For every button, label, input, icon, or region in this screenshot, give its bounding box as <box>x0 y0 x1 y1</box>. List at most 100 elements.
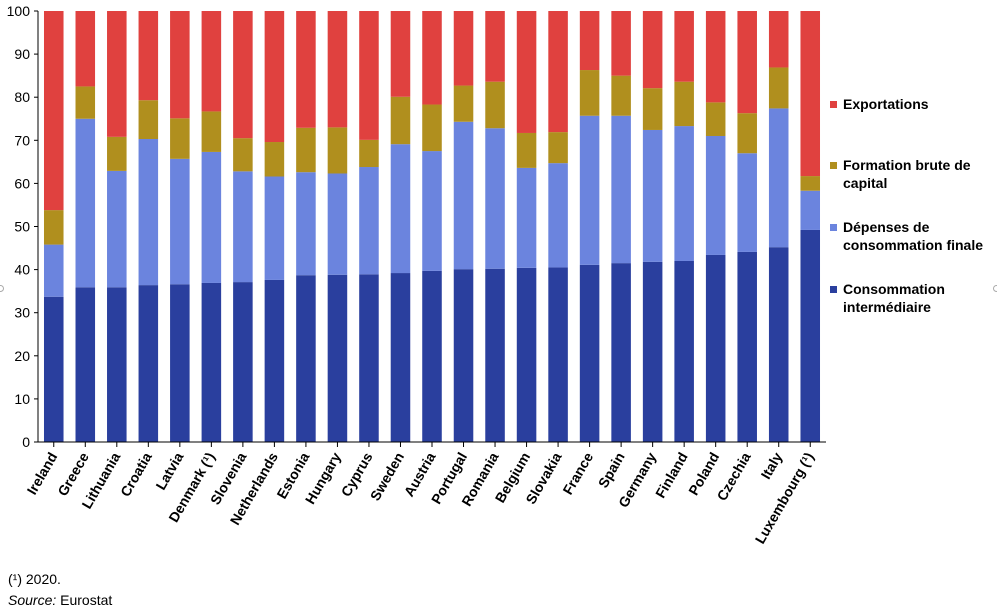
bar-group-netherlands <box>264 11 285 442</box>
bar-segment-consommation-intermediaire <box>296 275 316 442</box>
bar-segment-formation-brute-de-capital <box>296 127 316 173</box>
bar-group-slovakia <box>548 11 568 442</box>
bar-group-croatia <box>138 11 159 442</box>
bar-segment-exportations <box>138 11 159 101</box>
legend-item-formation-brute-de-capital: Formation brute de capital <box>830 156 993 192</box>
y-tick-label: 70 <box>14 132 30 148</box>
bars <box>43 11 821 442</box>
x-tick-label: Luxembourg (¹) <box>752 450 817 547</box>
bar-segment-formation-brute-de-capital <box>579 70 600 116</box>
bar-group-romania <box>485 11 505 442</box>
x-axis: IrelandGreeceLithuaniaCroatiaLatviaDenma… <box>24 441 826 547</box>
x-tick-label: Spain <box>595 450 628 491</box>
bar-segment-depenses-de-consommation-finale <box>768 108 789 248</box>
bar-segment-depenses-de-consommation-finale <box>390 144 411 274</box>
bar-segment-consommation-intermediaire <box>516 267 537 442</box>
bar-group-lithuania <box>107 11 127 442</box>
legend-item-exportations: Exportations <box>830 95 993 113</box>
y-tick-label: 90 <box>14 46 30 62</box>
bar-segment-exportations <box>737 11 757 114</box>
y-axis: 0 10 20 30 40 50 60 70 80 90 100 <box>7 3 39 450</box>
legend-swatch-exportations <box>830 101 837 108</box>
bar-segment-consommation-intermediaire <box>75 287 96 442</box>
bar-segment-exportations <box>516 11 537 133</box>
bar-segment-depenses-de-consommation-finale <box>359 167 379 275</box>
legend-item-consommation-intermediaire: Consommation intermédiaire <box>830 280 993 316</box>
bar-segment-formation-brute-de-capital <box>642 88 663 130</box>
y-tick-label: 100 <box>7 3 31 19</box>
bar-segment-exportations <box>705 11 726 103</box>
legend-item-depenses-de-consommation-finale: Dépenses de consommation finale <box>830 218 993 254</box>
bar-segment-exportations <box>75 11 96 87</box>
bar-segment-depenses-de-consommation-finale <box>327 173 348 275</box>
bar-segment-formation-brute-de-capital <box>43 210 64 245</box>
bar-group-czechia <box>737 11 757 442</box>
bar-segment-consommation-intermediaire <box>233 282 253 442</box>
bar-group-belgium <box>516 11 537 442</box>
bar-segment-depenses-de-consommation-finale <box>138 139 159 286</box>
bar-segment-formation-brute-de-capital <box>359 139 379 168</box>
bar-segment-exportations <box>674 11 694 82</box>
bar-segment-consommation-intermediaire <box>674 260 694 442</box>
y-tick-label: 50 <box>14 219 30 235</box>
legend-swatch-depenses-de-consommation-finale <box>830 224 837 231</box>
bar-segment-depenses-de-consommation-finale <box>674 126 694 261</box>
bar-group-estonia <box>296 11 316 442</box>
bar-group-hungary <box>327 11 348 442</box>
y-tick-label: 10 <box>14 391 30 407</box>
bar-segment-formation-brute-de-capital <box>170 118 190 159</box>
bar-segment-formation-brute-de-capital <box>422 104 442 152</box>
bar-segment-consommation-intermediaire <box>327 274 348 442</box>
bar-segment-formation-brute-de-capital <box>264 142 285 177</box>
legend-label-exportations: Exportations <box>843 96 929 112</box>
bar-group-finland <box>674 11 694 442</box>
bar-segment-depenses-de-consommation-finale <box>737 153 757 252</box>
bar-segment-formation-brute-de-capital <box>737 113 757 154</box>
resize-handle-right[interactable] <box>993 285 997 292</box>
legend-label-consommation-intermediaire: Consommation intermédiaire <box>843 281 945 315</box>
resize-handle-left[interactable] <box>0 285 4 292</box>
bar-segment-exportations <box>296 11 316 128</box>
bar-segment-formation-brute-de-capital <box>453 85 474 122</box>
bar-segment-consommation-intermediaire <box>390 273 411 442</box>
bar-segment-consommation-intermediaire <box>579 264 600 442</box>
bar-segment-depenses-de-consommation-finale <box>453 121 474 270</box>
y-tick-label: 20 <box>14 348 30 364</box>
bar-segment-formation-brute-de-capital <box>611 75 631 116</box>
bar-segment-depenses-de-consommation-finale <box>611 115 631 264</box>
bar-segment-exportations <box>422 11 442 105</box>
bar-segment-consommation-intermediaire <box>642 261 663 442</box>
bar-segment-formation-brute-de-capital <box>516 132 537 168</box>
bar-segment-formation-brute-de-capital <box>75 86 96 119</box>
legend-label-formation-brute-de-capital: Formation brute de capital <box>843 157 971 191</box>
bar-segment-exportations <box>768 11 789 68</box>
bar-segment-consommation-intermediaire <box>453 269 474 442</box>
y-tick-label: 80 <box>14 89 30 105</box>
bar-group-greece <box>75 11 96 442</box>
legend-swatch-formation-brute-de-capital <box>830 162 837 169</box>
source-line: Source: Eurostat <box>8 591 112 609</box>
bar-segment-exportations <box>453 11 474 86</box>
bar-group-ireland <box>43 11 64 442</box>
bar-group-portugal <box>453 11 474 442</box>
bar-group-cyprus <box>359 11 379 442</box>
y-tick-label: 0 <box>22 434 30 450</box>
legend-swatch-consommation-intermediaire <box>830 286 837 293</box>
bar-segment-formation-brute-de-capital <box>233 138 253 172</box>
bar-segment-depenses-de-consommation-finale <box>422 151 442 271</box>
bar-segment-exportations <box>359 11 379 140</box>
bar-segment-depenses-de-consommation-finale <box>296 172 316 276</box>
y-tick-label: 40 <box>14 262 30 278</box>
source-prefix: Source: <box>8 592 57 608</box>
bar-segment-depenses-de-consommation-finale <box>548 163 568 268</box>
x-tick-label: France <box>559 449 596 497</box>
bar-segment-consommation-intermediaire <box>264 279 285 442</box>
bar-segment-consommation-intermediaire <box>737 251 757 442</box>
bar-group-germany <box>642 11 663 442</box>
bar-segment-exportations <box>264 11 285 143</box>
bar-segment-exportations <box>390 11 411 97</box>
bar-segment-formation-brute-de-capital <box>548 132 568 164</box>
bar-group-poland <box>705 11 726 442</box>
bar-segment-consommation-intermediaire <box>485 268 505 442</box>
